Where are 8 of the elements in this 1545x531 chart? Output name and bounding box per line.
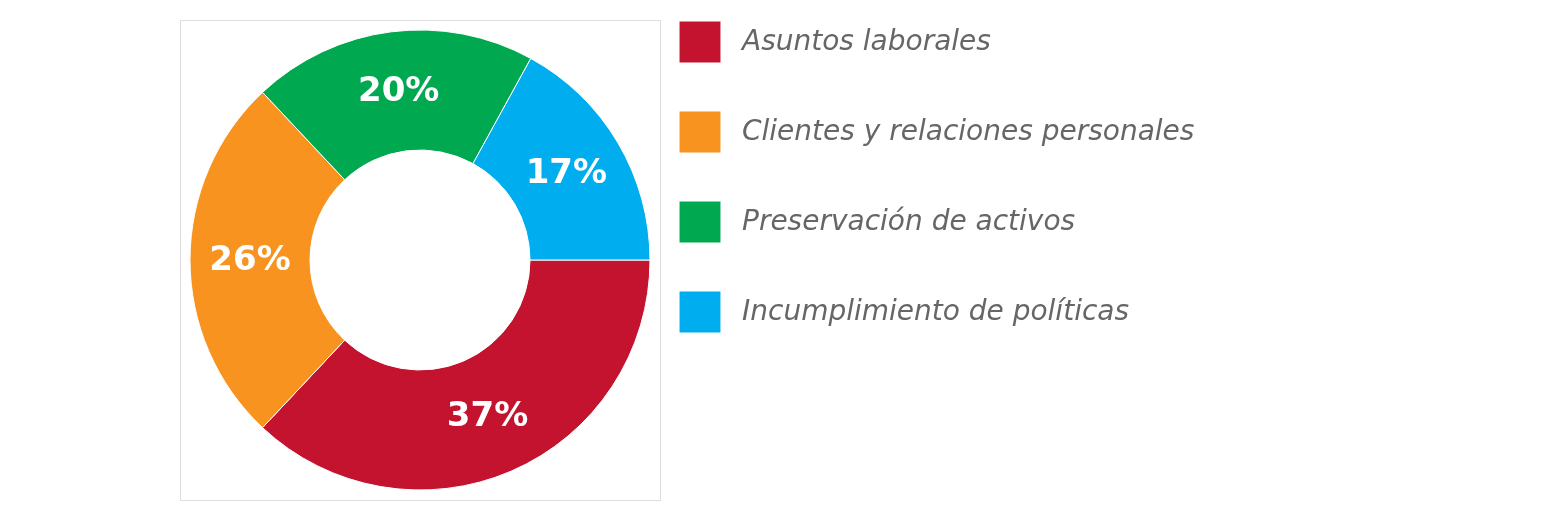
data-label: 37% [446,394,529,435]
data-label: 17% [525,151,608,192]
legend-label: Preservación de activos [742,204,1076,237]
legend-label: Clientes y relaciones personales [742,114,1195,147]
data-label: 26% [209,238,291,278]
legend-label: Incumplimiento de políticas [742,294,1130,327]
data-label: 20% [358,69,440,110]
legend-label: Asuntos laborales [740,24,991,57]
